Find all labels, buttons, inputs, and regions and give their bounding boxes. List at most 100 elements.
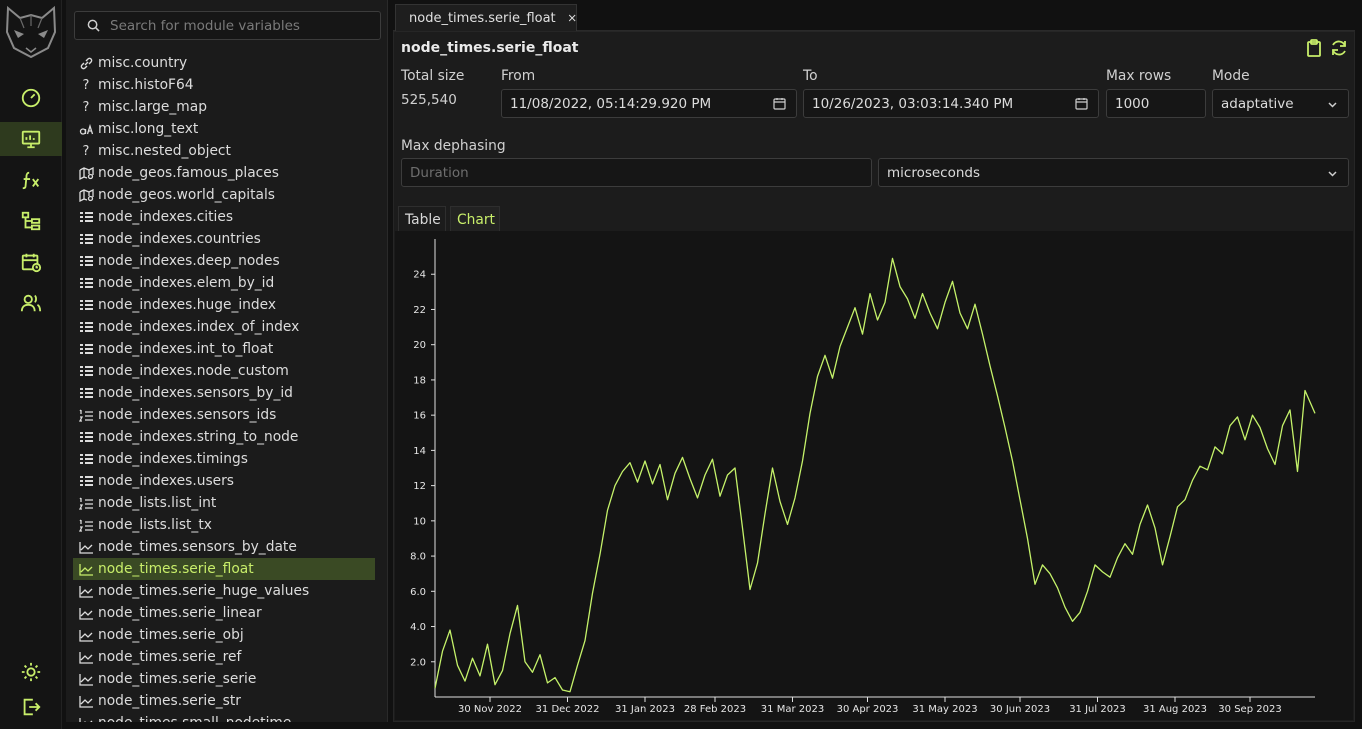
index-icon [78, 276, 94, 290]
max-rows-value: 1000 [1115, 95, 1150, 112]
x-tick-label: 28 Feb 2023 [684, 704, 746, 715]
y-tick-label: 18 [413, 375, 426, 386]
rail-function-button[interactable] [0, 163, 62, 197]
total-size-value: 525,540 [401, 92, 457, 108]
sidebar-item-label: node_indexes.countries [98, 231, 261, 247]
monitor-icon [21, 130, 41, 149]
to-datetime-field[interactable]: 10/26/2023, 03:03:14.340 PM [803, 89, 1099, 118]
sidebar-item-label: node_indexes.sensors_ids [98, 407, 277, 423]
from-value: 11/08/2022, 05:14:29.920 PM [510, 95, 712, 112]
refresh-icon[interactable] [1330, 39, 1348, 57]
rail-logout-button[interactable] [0, 690, 62, 724]
from-datetime-field[interactable]: 11/08/2022, 05:14:29.920 PM [501, 89, 797, 118]
search-input[interactable] [110, 17, 370, 34]
sidebar-item-node-times-sensors-by-date[interactable]: node_times.sensors_by_date [73, 536, 375, 558]
sidebar-item-misc-nested-object[interactable]: ? misc.nested_object [73, 140, 375, 162]
sidebar-item-misc-country[interactable]: misc.country [73, 52, 375, 74]
sidebar-item-node-indexes-deep-nodes[interactable]: node_indexes.deep_nodes [73, 250, 375, 272]
calendar-icon[interactable] [1075, 97, 1088, 110]
question-icon: ? [82, 77, 90, 93]
sidebar-item-misc-large-map[interactable]: ? misc.large_map [73, 96, 375, 118]
sidebar-item-node-indexes-sensors-by-id[interactable]: node_indexes.sensors_by_id [73, 382, 375, 404]
function-icon [22, 171, 40, 190]
total-size-label: Total size [401, 68, 465, 84]
series-icon [78, 562, 94, 576]
unit-select[interactable]: microseconds [878, 158, 1349, 187]
sun-icon [21, 662, 41, 682]
panel-title: node_times.serie_float [401, 40, 579, 56]
tab-table[interactable]: Table [398, 206, 446, 232]
max-rows-input[interactable]: 1000 [1106, 89, 1206, 118]
sidebar-item-node-indexes-sensors-ids[interactable]: node_indexes.sensors_ids [73, 404, 375, 426]
sidebar-item-node-indexes-countries[interactable]: node_indexes.countries [73, 228, 375, 250]
sidebar-item-misc-histof64[interactable]: ? misc.histoF64 [73, 74, 375, 96]
sidebar-item-label: node_geos.world_capitals [98, 187, 275, 203]
rail-monitor-button[interactable] [0, 122, 62, 156]
sidebar-item-node-indexes-cities[interactable]: node_indexes.cities [73, 206, 375, 228]
sidebar-item-label: node_times.serie_serie [98, 671, 257, 687]
sidebar-item-node-indexes-elem-by-id[interactable]: node_indexes.elem_by_id [73, 272, 375, 294]
sidebar-item-misc-long-text[interactable]: misc.long_text [73, 118, 375, 140]
sidebar-item-node-times-serie-obj[interactable]: node_times.serie_obj [73, 624, 375, 646]
main-area: node_times.serie_float node_times.serie_… [393, 0, 1355, 722]
series-icon [78, 716, 94, 722]
question-icon: ? [82, 143, 90, 159]
sidebar-item-node-times-serie-serie[interactable]: node_times.serie_serie [73, 668, 375, 690]
sidebar-item-label: node_indexes.string_to_node [98, 429, 299, 445]
rail-calendar-button[interactable] [0, 245, 62, 279]
sidebar-item-node-times-small-nodetime[interactable]: node_times.small_nodetime [73, 712, 375, 722]
sidebar-item-node-lists-list-int[interactable]: node_lists.list_int [73, 492, 375, 514]
tab-chart[interactable]: Chart [450, 206, 500, 232]
sidebar-item-label: node_indexes.int_to_float [98, 341, 274, 357]
series-icon [78, 584, 94, 598]
sidebar-item-node-times-serie-linear[interactable]: node_times.serie_linear [73, 602, 375, 624]
tab-serie-float[interactable]: node_times.serie_float [395, 4, 577, 31]
sidebar-item-label: node_times.serie_obj [98, 627, 244, 643]
duration-input[interactable]: Duration [401, 158, 872, 187]
sidebar-item-label: misc.histoF64 [98, 77, 194, 93]
index-icon [78, 232, 94, 246]
series-icon [78, 650, 94, 664]
sidebar-item-node-times-serie-float[interactable]: node_times.serie_float [73, 558, 375, 580]
series-icon [78, 540, 94, 554]
rail-users-button[interactable] [0, 286, 62, 320]
line-chart[interactable]: 2.0 4.0 6.0 8.0 10 12 14 16 18 20 22 24 30 Nov 2022 3… [395, 231, 1353, 720]
rail-theme-button[interactable] [0, 655, 62, 689]
sidebar-item-node-indexes-string-to-node[interactable]: node_indexes.string_to_node [73, 426, 375, 448]
map-icon [78, 188, 94, 202]
mode-select[interactable]: adaptative [1212, 89, 1349, 118]
sidebar-item-node-indexes-int-to-float[interactable]: node_indexes.int_to_float [73, 338, 375, 360]
sidebar-item-node-indexes-timings[interactable]: node_indexes.timings [73, 448, 375, 470]
index-icon [78, 430, 94, 444]
to-label: To [803, 68, 818, 84]
rail-tree-button[interactable] [0, 204, 62, 238]
sidebar-item-label: node_indexes.users [98, 473, 234, 489]
sidebar-item-node-indexes-users[interactable]: node_indexes.users [73, 470, 375, 492]
y-tick-label: 6.0 [410, 587, 426, 598]
tree-icon [21, 211, 41, 231]
link-icon [78, 56, 94, 70]
calendar-icon[interactable] [773, 97, 786, 110]
y-tick-label: 10 [413, 516, 426, 527]
index-icon [78, 452, 94, 466]
x-tick-label: 31 May 2023 [912, 704, 977, 715]
sidebar-item-node-indexes-index-of-index[interactable]: node_indexes.index_of_index [73, 316, 375, 338]
sidebar-item-node-times-serie-str[interactable]: node_times.serie_str [73, 690, 375, 712]
search-icon [87, 19, 100, 32]
close-icon[interactable] [568, 11, 576, 25]
series-icon [78, 628, 94, 642]
sidebar-item-node-indexes-node-custom[interactable]: node_indexes.node_custom [73, 360, 375, 382]
sidebar-item-node-indexes-huge-index[interactable]: node_indexes.huge_index [73, 294, 375, 316]
series-line-0 [434, 257, 1316, 693]
search-box[interactable] [74, 11, 381, 40]
sidebar-item-label: node_times.small_nodetime [98, 715, 291, 722]
sidebar-item-node-geos-famous-places[interactable]: node_geos.famous_places [73, 162, 375, 184]
clipboard-icon[interactable] [1305, 39, 1323, 57]
rail-dashboard-button[interactable] [0, 81, 62, 115]
sidebar-item-node-geos-world-capitals[interactable]: node_geos.world_capitals [73, 184, 375, 206]
sidebar-item-node-times-serie-ref[interactable]: node_times.serie_ref [73, 646, 375, 668]
max-rows-label: Max rows [1106, 68, 1172, 84]
sidebar-item-node-lists-list-tx[interactable]: node_lists.list_tx [73, 514, 375, 536]
sidebar-item-label: misc.nested_object [98, 143, 231, 159]
sidebar-item-node-times-serie-huge-values[interactable]: node_times.serie_huge_values [73, 580, 375, 602]
